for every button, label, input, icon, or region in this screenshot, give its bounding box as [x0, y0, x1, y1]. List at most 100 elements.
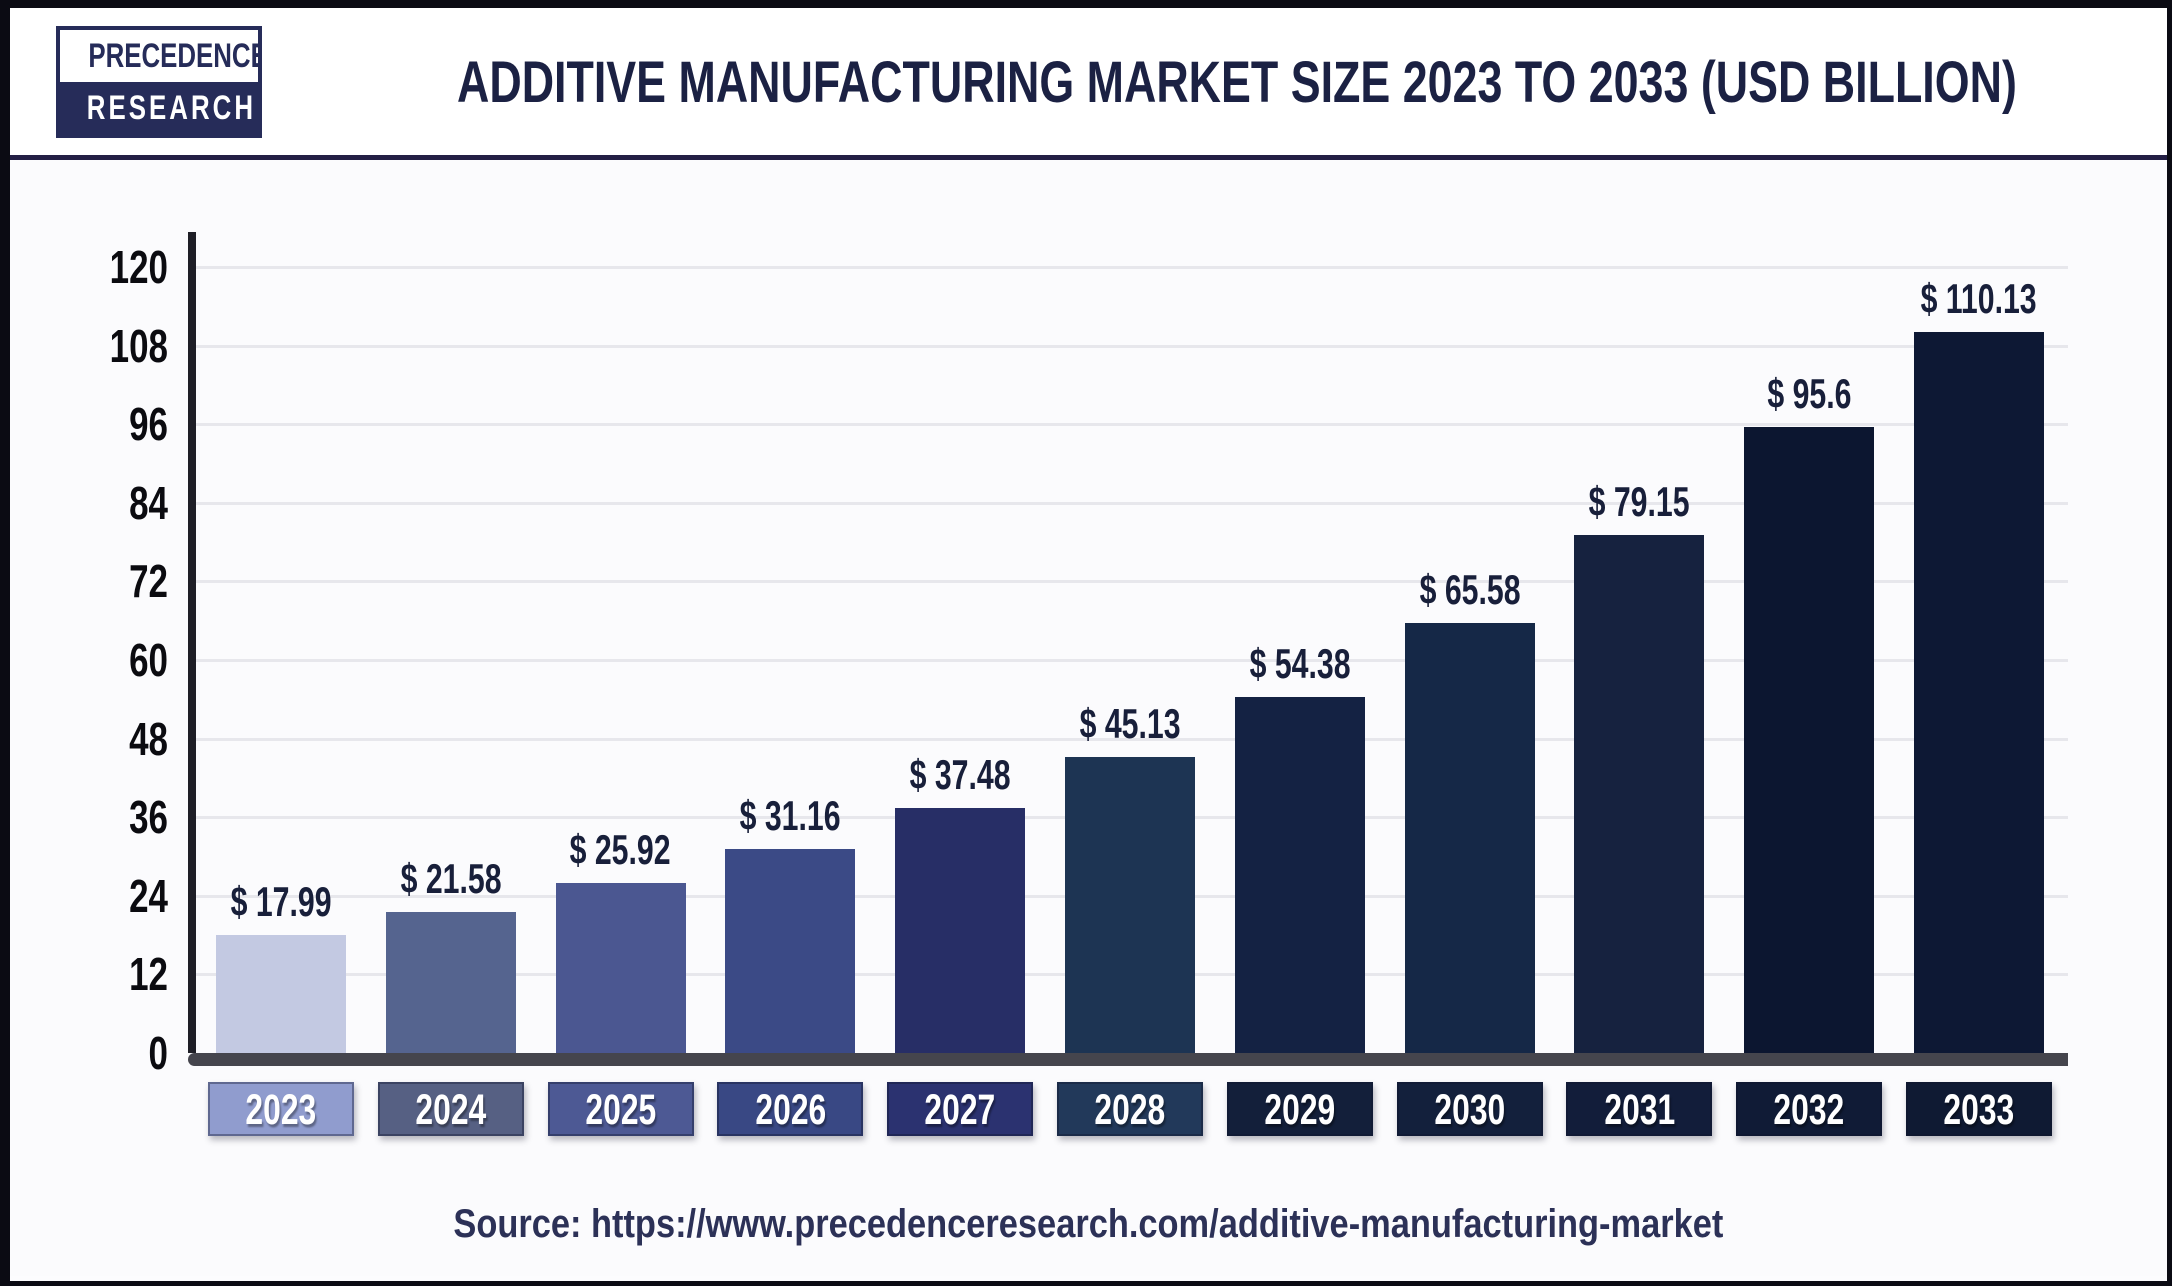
bar-value-label-2029: $ 54.38 — [1249, 639, 1351, 687]
logo-text-research: RESEARCH — [86, 88, 257, 127]
y-tick-0: 0 — [148, 1027, 168, 1079]
bar-group-2023: $ 17.99 — [196, 879, 366, 1053]
y-tick-108: 108 — [109, 319, 168, 372]
gridline-96 — [196, 423, 2068, 427]
y-tick-84: 84 — [129, 476, 168, 529]
year-slot-2031: 2031 — [1555, 1082, 1725, 1136]
bar-group-2026: $ 31.16 — [705, 791, 875, 1053]
y-tick-96: 96 — [129, 398, 168, 451]
header: PRECEDENCE RESEARCH ADDITIVE MANUFACTURI… — [10, 8, 2167, 160]
year-slot-2025: 2025 — [536, 1082, 706, 1136]
bar-group-2024: $ 21.58 — [366, 854, 536, 1053]
bar-value-label-2027: $ 37.48 — [909, 750, 1011, 798]
source-url-text: Source: https://www.precedenceresearch.c… — [453, 1202, 1724, 1246]
bar-group-2027: $ 37.48 — [875, 750, 1045, 1053]
bar-value-label-2025: $ 25.92 — [570, 826, 671, 874]
bar-value-label-2028: $ 45.13 — [1079, 700, 1181, 748]
year-slot-2032: 2032 — [1724, 1082, 1894, 1136]
year-text-2033: 2033 — [1943, 1086, 2015, 1134]
precedence-research-logo: PRECEDENCE RESEARCH — [56, 25, 262, 138]
bar-2025 — [555, 883, 686, 1053]
title-container: ADDITIVE MANUFACTURING MARKET SIZE 2023 … — [262, 48, 2167, 115]
gridline-120 — [196, 266, 2068, 269]
year-text-2028: 2028 — [1094, 1086, 1166, 1134]
y-tick-120: 120 — [109, 241, 168, 293]
logo-line-1: PRECEDENCE — [60, 30, 258, 82]
year-text-2032: 2032 — [1773, 1086, 1845, 1134]
year-slot-2033: 2033 — [1894, 1082, 2064, 1136]
x-axis-category-labels: 2023 2024 2025 2026 2027 2028 2029 2030 2031 2032… — [196, 1082, 2064, 1136]
year-label-2027: 2027 — [887, 1082, 1034, 1136]
bar-2033 — [1914, 331, 2045, 1053]
bars-layer: $ 17.99 $ 21.58 $ 25.92 $ 31.16 $ 37.48 $ 45.… — [196, 160, 2064, 1053]
page-title: ADDITIVE MANUFACTURING MARKET SIZE 2023 … — [456, 48, 2017, 115]
bar-2028 — [1064, 757, 1195, 1053]
gridline-84 — [196, 501, 2068, 505]
bar-2030 — [1404, 623, 1535, 1053]
bar-2032 — [1744, 426, 1875, 1053]
year-text-2026: 2026 — [754, 1086, 826, 1134]
year-text-2024: 2024 — [415, 1086, 487, 1134]
bar-chart: 0 12 24 36 48 60 72 84 96 108 120 $ 17.99 $ 21.58 $ … — [10, 160, 2167, 1276]
bar-group-2033: $ 110.13 — [1894, 274, 2064, 1053]
year-slot-2028: 2028 — [1045, 1082, 1215, 1136]
year-slot-2023: 2023 — [196, 1082, 366, 1136]
y-tick-12: 12 — [129, 948, 168, 1001]
x-axis-baseline — [188, 1053, 2068, 1066]
year-label-2026: 2026 — [717, 1082, 864, 1136]
bar-value-label-2024: $ 21.58 — [400, 854, 502, 902]
source-line: Source: https://www.precedenceresearch.c… — [10, 1202, 2167, 1247]
year-label-2024: 2024 — [377, 1082, 524, 1136]
bar-2024 — [385, 911, 516, 1053]
year-label-2032: 2032 — [1736, 1082, 1883, 1136]
gridline-108 — [196, 344, 2068, 348]
y-tick-72: 72 — [129, 555, 168, 608]
bar-value-label-2033: $ 110.13 — [1921, 274, 2038, 322]
bar-group-2029: $ 54.38 — [1215, 639, 1385, 1053]
y-tick-36: 36 — [129, 791, 168, 844]
year-text-2029: 2029 — [1264, 1086, 1336, 1134]
year-text-2031: 2031 — [1603, 1086, 1675, 1134]
year-slot-2026: 2026 — [705, 1082, 875, 1136]
year-slot-2024: 2024 — [366, 1082, 536, 1136]
bar-2027 — [895, 807, 1026, 1053]
bar-group-2025: $ 25.92 — [536, 827, 706, 1053]
year-slot-2029: 2029 — [1215, 1082, 1385, 1136]
year-text-2025: 2025 — [585, 1086, 656, 1134]
bar-value-label-2032: $ 95.6 — [1767, 369, 1852, 417]
logo-text-precedence: PRECEDENCE — [88, 36, 258, 75]
bar-2031 — [1574, 534, 1705, 1053]
year-label-2031: 2031 — [1566, 1082, 1713, 1136]
year-text-2023: 2023 — [245, 1086, 317, 1134]
bar-group-2032: $ 95.6 — [1724, 369, 1894, 1053]
bar-value-label-2030: $ 65.58 — [1419, 566, 1521, 614]
y-tick-60: 60 — [129, 634, 168, 686]
bar-value-label-2023: $ 17.99 — [230, 878, 332, 926]
year-label-2030: 2030 — [1396, 1082, 1543, 1136]
year-slot-2030: 2030 — [1385, 1082, 1555, 1136]
logo-line-2: RESEARCH — [60, 81, 258, 134]
year-label-2033: 2033 — [1906, 1082, 2053, 1136]
bar-group-2028: $ 45.13 — [1045, 701, 1215, 1053]
year-label-2028: 2028 — [1056, 1082, 1203, 1136]
bar-2026 — [725, 848, 856, 1053]
y-tick-48: 48 — [129, 712, 168, 765]
gridline-48 — [196, 737, 2068, 741]
year-slot-2027: 2027 — [875, 1082, 1045, 1136]
bar-group-2031: $ 79.15 — [1555, 477, 1725, 1053]
year-label-2023: 2023 — [207, 1082, 354, 1136]
y-tick-24: 24 — [129, 869, 168, 922]
year-text-2030: 2030 — [1434, 1086, 1505, 1134]
year-label-2029: 2029 — [1226, 1082, 1373, 1136]
bar-value-label-2026: $ 31.16 — [739, 791, 841, 839]
gridline-72 — [196, 580, 2068, 584]
gridline-60 — [196, 659, 2068, 662]
bar-2029 — [1234, 696, 1365, 1053]
bar-2023 — [215, 935, 346, 1053]
y-axis-line — [188, 232, 196, 1053]
bar-group-2030: $ 65.58 — [1385, 567, 1555, 1053]
year-text-2027: 2027 — [924, 1086, 996, 1134]
bar-value-label-2031: $ 79.15 — [1588, 477, 1690, 525]
year-label-2025: 2025 — [547, 1082, 694, 1136]
